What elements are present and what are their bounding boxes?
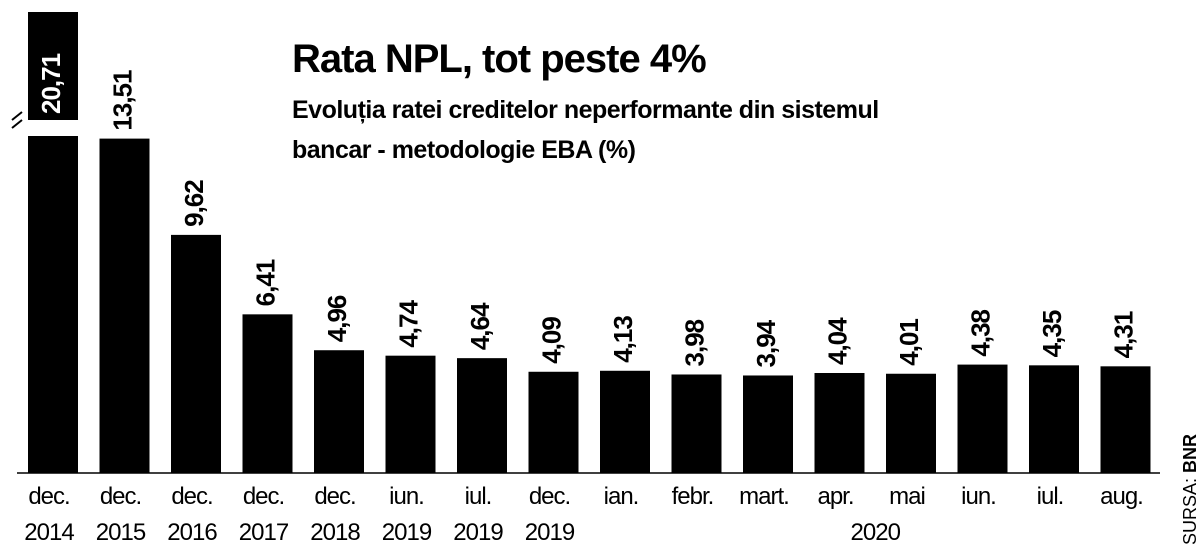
x-tick-label: iun. xyxy=(961,483,996,510)
value-label: 20,71 xyxy=(36,53,66,114)
bar xyxy=(600,370,650,473)
bar xyxy=(743,375,793,473)
bar xyxy=(886,373,936,473)
bar xyxy=(671,374,722,473)
value-label: 4,35 xyxy=(1037,310,1067,357)
bar xyxy=(814,373,865,473)
bar xyxy=(957,364,1008,473)
x-tick-label: dec. xyxy=(314,483,355,510)
x-tick-label: dec. xyxy=(243,483,284,510)
x-tick-label: dec. xyxy=(28,483,69,510)
bar xyxy=(99,138,150,473)
x-tick-label: febr. xyxy=(672,483,714,510)
x-tick-label: apr. xyxy=(817,483,853,510)
x-tick-label: dec. xyxy=(171,483,212,510)
x-tick-label: dec. xyxy=(100,483,141,510)
bar xyxy=(1029,365,1079,473)
x-tick-year: 2019 xyxy=(525,519,575,546)
value-label: 4,64 xyxy=(465,302,495,350)
value-label: 4,38 xyxy=(965,309,995,356)
x-tick-year: 2018 xyxy=(310,519,360,546)
x-group-label: 2020 xyxy=(851,519,901,546)
value-label: 13,51 xyxy=(107,70,137,131)
x-tick-label: iul. xyxy=(465,483,492,510)
chart-title: Rata NPL, tot peste 4% xyxy=(292,37,706,81)
bar xyxy=(242,314,293,473)
bar-break-box xyxy=(28,12,78,120)
value-label: 4,04 xyxy=(822,317,852,365)
x-tick-label: dec. xyxy=(529,483,570,510)
value-label: 6,41 xyxy=(250,259,280,306)
bar xyxy=(457,358,507,473)
source: SURSA: BNR xyxy=(1180,434,1200,545)
x-tick-label: iul. xyxy=(1037,483,1064,510)
x-tick-label: iun. xyxy=(389,483,424,510)
axis-break xyxy=(11,111,23,129)
x-tick-label: ian. xyxy=(604,483,639,510)
chart-subtitle: bancar - metodologie EBA (%) xyxy=(292,136,636,164)
bar xyxy=(385,355,436,473)
x-tick-year: 2017 xyxy=(239,519,289,546)
value-label: 4,13 xyxy=(608,316,638,363)
value-label: 3,98 xyxy=(679,319,709,366)
value-label: 9,62 xyxy=(179,180,209,227)
value-label: 4,09 xyxy=(536,317,566,364)
bar xyxy=(314,350,364,473)
source-prefix: SURSA: xyxy=(1180,478,1200,545)
bar xyxy=(528,371,579,473)
value-label: 4,74 xyxy=(393,300,423,348)
x-tick-label: mai xyxy=(889,483,925,510)
value-label: 4,31 xyxy=(1108,311,1138,358)
x-tick-label: mart. xyxy=(739,483,789,510)
x-tick-year: 2019 xyxy=(382,519,432,546)
x-tick-year: 2016 xyxy=(167,519,217,546)
bar xyxy=(28,136,78,473)
source-name: BNR xyxy=(1180,434,1200,473)
x-tick-year: 2019 xyxy=(453,519,503,546)
value-label: 4,96 xyxy=(322,295,352,342)
x-tick-label: aug. xyxy=(1100,483,1143,510)
bar xyxy=(1100,366,1151,473)
value-label: 4,01 xyxy=(894,319,924,366)
chart-subtitle: Evoluția ratei creditelor neperformante … xyxy=(292,96,879,124)
value-label: 3,94 xyxy=(751,319,781,367)
x-tick-year: 2015 xyxy=(96,519,146,546)
bar xyxy=(171,234,221,473)
x-tick-year: 2014 xyxy=(24,519,74,546)
